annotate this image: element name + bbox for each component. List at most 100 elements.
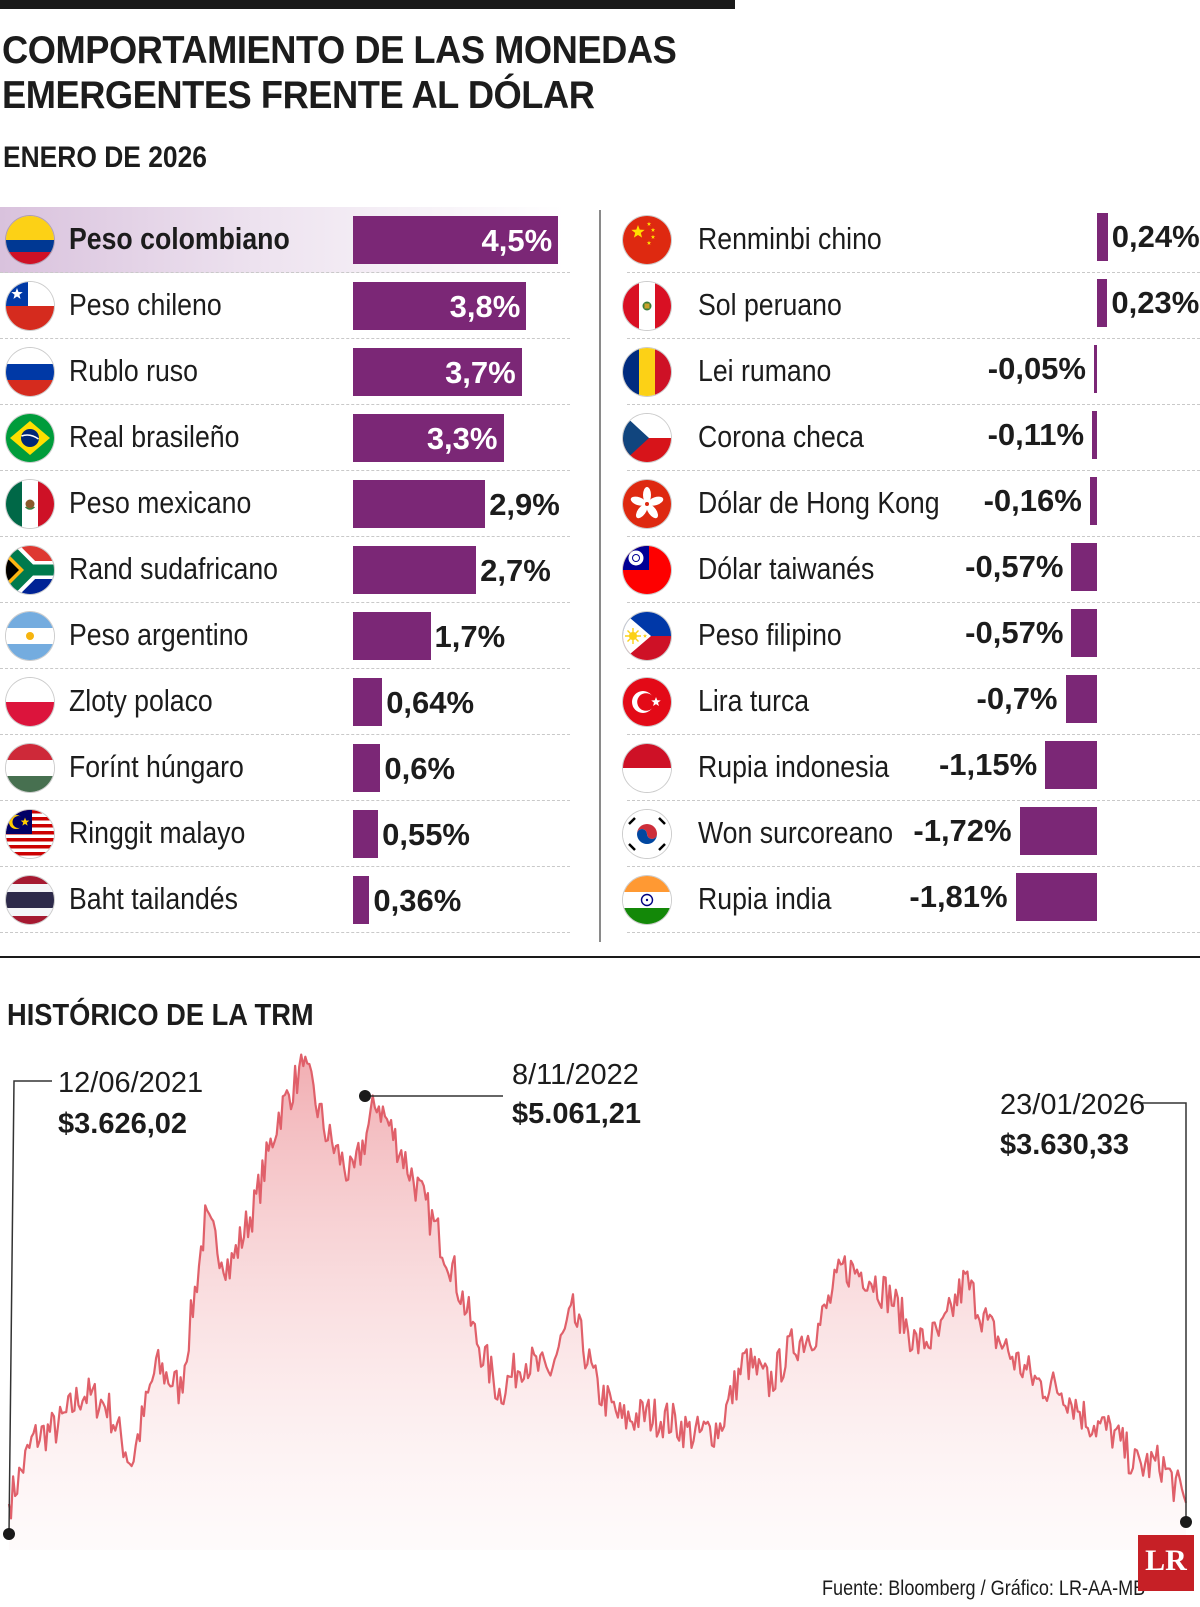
south-africa-flag-icon: [6, 546, 54, 594]
value-label: 3,3%: [426, 421, 498, 456]
value-label: -0,57%: [965, 549, 1064, 584]
currency-row: Won surcoreano -1,72%: [623, 801, 1200, 867]
currency-name: Forínt húngaro: [69, 749, 244, 784]
currency-name: Lira turca: [698, 683, 810, 718]
currency-row: Dólar de Hong Kong -0,16%: [623, 471, 1200, 537]
chile-flag-icon: [6, 282, 54, 330]
value-bar: [353, 216, 559, 264]
currency-name: Rupia india: [698, 881, 832, 916]
value-bar: [1094, 345, 1097, 393]
row-separator: [0, 932, 570, 933]
currency-name: Peso filipino: [698, 617, 842, 652]
value-bar: [1071, 543, 1097, 591]
currency-row: Lira turca -0,7%: [623, 669, 1200, 735]
czech-flag-icon: [623, 414, 671, 462]
value-bar: [353, 414, 504, 462]
currency-name: Peso chileno: [69, 287, 222, 322]
india-flag-icon: [623, 876, 671, 924]
row-separator: [627, 404, 1200, 405]
value-label: -0,57%: [965, 615, 1064, 650]
value-label: 0,36%: [373, 883, 462, 918]
thailand-flag-icon: [6, 876, 54, 924]
mexico-flag-icon: [6, 480, 54, 528]
currency-name: Rupia indonesia: [698, 749, 890, 784]
currency-name: Peso colombiano: [69, 221, 290, 256]
value-bar: [1097, 279, 1108, 327]
value-bar: [1015, 873, 1098, 921]
value-bar: [1089, 477, 1097, 525]
currency-name: Ringgit malayo: [69, 815, 246, 850]
annotation-peak-date: 8/11/2022: [512, 1059, 639, 1091]
annotation-leader-start: [8, 1080, 52, 1535]
value-bar: [1045, 741, 1097, 789]
value-label: 3,7%: [445, 355, 516, 390]
value-label: -0,11%: [987, 417, 1085, 452]
currency-name: Rublo ruso: [69, 353, 198, 388]
currency-name: Corona checa: [698, 419, 864, 454]
row-separator: [0, 800, 570, 801]
row-separator: [627, 800, 1200, 801]
value-label: -1,72%: [913, 813, 1012, 848]
title-line-1: COMPORTAMIENTO DE LAS MONEDAS: [2, 29, 677, 72]
currency-name: Rand sudafricano: [69, 551, 278, 586]
currency-row: Dólar taiwanés -0,57%: [623, 537, 1200, 603]
colombia-flag-icon: [6, 216, 54, 264]
annotation-start-value: $3.626,02: [58, 1108, 187, 1140]
value-label: -0,7%: [976, 681, 1058, 716]
value-label: 0,23%: [1111, 285, 1200, 320]
currency-name: Dólar taiwanés: [698, 551, 875, 586]
currency-row: Rand sudafricano 2,7%: [0, 537, 572, 603]
annotation-start-date: 12/06/2021: [58, 1067, 203, 1099]
row-separator: [0, 602, 570, 603]
hungary-flag-icon: [6, 744, 54, 792]
currency-row: Rupia indonesia -1,15%: [623, 735, 1200, 801]
value-label: 2,9%: [489, 487, 560, 522]
top-rule: [0, 0, 735, 9]
row-separator: [627, 602, 1200, 603]
row-separator: [627, 734, 1200, 735]
row-separator: [0, 536, 570, 537]
currency-row: Real brasileño 3,3%: [0, 405, 572, 471]
peru-flag-icon: [623, 282, 671, 330]
value-bar: [353, 546, 477, 594]
currency-row: Peso chileno 3,8%: [0, 273, 572, 339]
value-bar: [353, 480, 486, 528]
currency-name: Won surcoreano: [698, 815, 894, 850]
currency-row: Peso colombiano 4,5%: [0, 207, 572, 273]
trm-history-chart: 12/06/2021 $3.626,02 8/11/2022 $5.061,21…: [3, 1053, 1192, 1550]
row-separator: [0, 668, 570, 669]
value-bar: [1071, 609, 1097, 657]
brazil-flag-icon: [6, 414, 54, 462]
value-bar: [353, 348, 522, 396]
value-bar: [1097, 213, 1108, 261]
taiwan-flag-icon: [623, 546, 671, 594]
currency-row: Ringgit malayo 0,55%: [0, 801, 572, 867]
currency-row: Peso mexicano 2,9%: [0, 471, 572, 537]
currency-row: Sol peruano 0,23%: [623, 273, 1200, 339]
row-separator: [0, 734, 570, 735]
row-separator: [0, 272, 570, 273]
romania-flag-icon: [623, 348, 671, 396]
period-subtitle: ENERO DE 2026: [3, 141, 207, 174]
annotation-dot-peak: [359, 1090, 371, 1102]
value-bar: [353, 744, 381, 792]
value-bar: [1065, 675, 1097, 723]
currency-row: Rublo ruso 3,7%: [0, 339, 572, 405]
value-label: 3,8%: [449, 289, 521, 324]
value-label: 4,5%: [481, 223, 553, 258]
annotation-end-date: 23/01/2026: [1000, 1089, 1145, 1121]
malaysia-flag-icon: [6, 810, 54, 858]
row-separator: [627, 668, 1200, 669]
currency-name: Peso argentino: [69, 617, 249, 652]
value-label: -0,05%: [987, 351, 1086, 386]
row-separator: [627, 338, 1200, 339]
currency-name: Renminbi chino: [698, 221, 882, 256]
value-label: -1,15%: [938, 747, 1038, 782]
currency-row: Corona checa -0,11%: [623, 405, 1200, 471]
annotation-peak-value: $5.061,21: [512, 1098, 641, 1130]
trm-area-fill: [9, 1054, 1186, 1550]
section-divider: [0, 956, 1200, 958]
row-separator: [0, 866, 570, 867]
philippines-flag-icon: [623, 612, 671, 660]
row-separator: [627, 932, 1200, 933]
